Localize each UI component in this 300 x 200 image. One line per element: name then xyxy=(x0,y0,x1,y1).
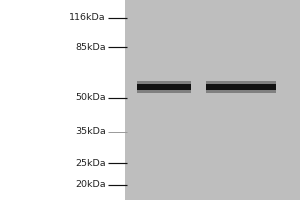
Bar xyxy=(206,81,276,84)
Text: 50kDa: 50kDa xyxy=(75,93,106,102)
Bar xyxy=(136,81,190,84)
Text: 35kDa: 35kDa xyxy=(75,127,106,136)
Text: 20kDa: 20kDa xyxy=(75,180,106,189)
Text: 116kDa: 116kDa xyxy=(69,13,106,22)
Bar xyxy=(136,84,190,90)
Bar xyxy=(124,0,300,200)
Bar xyxy=(206,90,276,93)
Text: 25kDa: 25kDa xyxy=(75,159,106,168)
Text: 85kDa: 85kDa xyxy=(75,43,106,52)
Bar xyxy=(206,84,276,90)
Bar xyxy=(136,90,190,93)
